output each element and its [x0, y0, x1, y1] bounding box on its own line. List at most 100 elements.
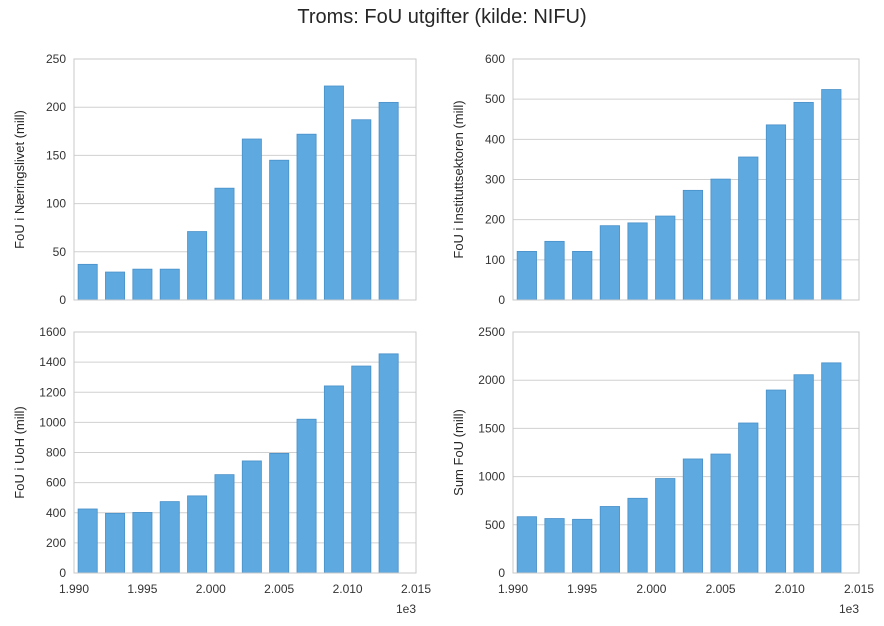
bar	[572, 518, 593, 574]
bar	[296, 133, 317, 301]
y-tick-label: 100	[46, 197, 66, 211]
x-tick-label: 2.010	[775, 582, 805, 596]
bar	[105, 512, 126, 574]
bar	[710, 453, 731, 574]
bar	[682, 189, 704, 301]
y-tick-label: 500	[485, 518, 505, 532]
x-tick-label: 1.995	[567, 582, 597, 596]
plot-frame	[512, 331, 860, 574]
bar	[516, 516, 537, 574]
y-tick-label: 300	[485, 173, 505, 187]
x-offset-label: 1e3	[396, 602, 416, 616]
y-tick-label: 1400	[39, 355, 66, 369]
bar	[378, 101, 399, 301]
bar	[378, 353, 399, 574]
bar	[159, 501, 180, 574]
y-tick-label: 50	[53, 245, 67, 259]
bar	[655, 215, 676, 301]
y-axis-label: FoU i UoH (mill)	[12, 406, 27, 498]
bar	[544, 518, 565, 574]
y-tick-label: 200	[46, 536, 66, 550]
bar	[765, 389, 787, 574]
plot-frame	[73, 58, 417, 301]
bar	[187, 231, 208, 301]
bar	[627, 497, 648, 574]
x-offset-label: 1e3	[839, 602, 859, 616]
y-tick-label: 0	[59, 293, 66, 307]
x-tick-label: 2.000	[196, 582, 226, 596]
x-tick-label: 2.015	[401, 582, 431, 596]
bar	[599, 506, 620, 574]
y-tick-label: 600	[46, 476, 66, 490]
y-tick-label: 1500	[478, 421, 505, 435]
x-tick-label: 1.990	[59, 582, 89, 596]
bar	[159, 268, 180, 301]
x-tick-label: 2.000	[636, 582, 666, 596]
plot-frame	[512, 58, 860, 301]
y-tick-label: 1000	[478, 470, 505, 484]
figure-title: Troms: FoU utgifter (kilde: NIFU)	[297, 6, 587, 28]
bar	[544, 240, 565, 301]
y-tick-label: 400	[46, 506, 66, 520]
y-tick-label: 100	[485, 253, 505, 267]
bar	[655, 478, 676, 574]
x-tick-label: 2.010	[333, 582, 363, 596]
y-tick-label: 1200	[39, 385, 66, 399]
y-tick-label: 1000	[39, 415, 66, 429]
y-axis-label: FoU i Instituttsektoren (mill)	[451, 100, 466, 258]
y-tick-label: 600	[485, 52, 505, 66]
bar	[765, 124, 787, 301]
y-tick-label: 1600	[39, 325, 66, 339]
plot-frame	[73, 331, 417, 574]
bar	[269, 453, 290, 574]
x-tick-label: 2.005	[264, 582, 294, 596]
y-axis-label: Sum FoU (mill)	[451, 409, 466, 496]
y-tick-label: 150	[46, 148, 66, 162]
bar	[821, 89, 842, 301]
bar	[132, 512, 153, 574]
bar	[214, 187, 235, 301]
bar	[105, 271, 126, 301]
bar	[323, 385, 344, 574]
bar	[572, 250, 593, 301]
bar	[793, 101, 814, 301]
x-tick-label: 1.995	[127, 582, 157, 596]
bar	[351, 365, 372, 574]
y-tick-label: 0	[498, 566, 505, 580]
bar	[599, 225, 620, 301]
x-tick-label: 2.015	[844, 582, 874, 596]
bar	[682, 458, 704, 574]
bar	[241, 460, 262, 574]
y-tick-label: 400	[485, 132, 505, 146]
bar	[516, 250, 537, 301]
bar	[323, 85, 344, 301]
y-tick-label: 2000	[478, 373, 505, 387]
y-tick-label: 2500	[478, 325, 505, 339]
x-tick-label: 1.990	[498, 582, 528, 596]
y-tick-label: 200	[46, 100, 66, 114]
y-tick-label: 0	[59, 566, 66, 580]
bar	[738, 422, 759, 574]
bar	[738, 156, 759, 301]
bar	[627, 222, 648, 301]
y-tick-label: 200	[485, 213, 505, 227]
y-tick-label: 800	[46, 446, 66, 460]
bar	[269, 159, 290, 301]
bar	[77, 263, 98, 301]
bar	[241, 138, 262, 301]
y-tick-label: 0	[498, 293, 505, 307]
y-tick-label: 500	[485, 92, 505, 106]
bar	[132, 268, 153, 301]
y-axis-label: FoU i Næringslivet (mill)	[12, 110, 27, 249]
bar	[821, 362, 842, 574]
bar	[214, 474, 235, 574]
bar	[187, 495, 208, 574]
x-tick-label: 2.005	[706, 582, 736, 596]
bar	[710, 178, 731, 301]
bar	[296, 418, 317, 574]
y-tick-label: 250	[46, 52, 66, 66]
bar	[77, 508, 98, 574]
bar	[351, 119, 372, 301]
bar	[793, 374, 814, 574]
